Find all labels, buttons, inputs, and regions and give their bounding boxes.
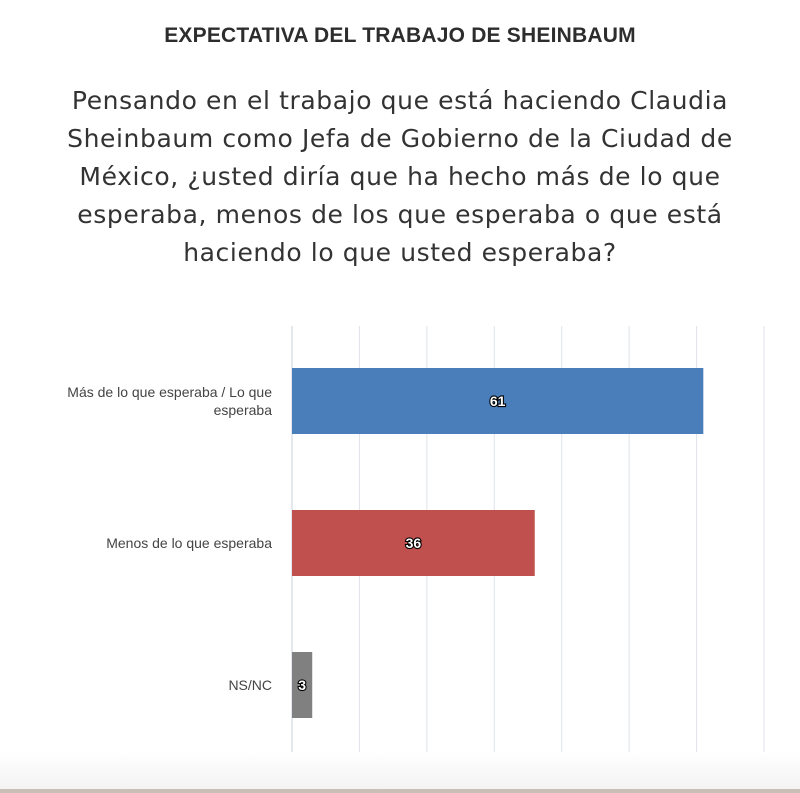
bottom-border (0, 789, 800, 793)
bar (292, 652, 313, 718)
data-label: 36 (406, 535, 422, 551)
category-label: esperaba (214, 402, 273, 418)
category-label: NS/NC (228, 677, 272, 693)
data-label: 61 (490, 393, 506, 409)
category-label: Más de lo que esperaba / Lo que (67, 384, 272, 400)
category-label: Menos de lo que esperaba (106, 535, 272, 551)
chart-title: EXPECTATIVA DEL TRABAJO DE SHEINBAUM (164, 24, 636, 47)
survey-question: Pensando en el trabajo que está haciendo… (67, 86, 733, 267)
data-label: 3 (298, 677, 306, 693)
bar (292, 368, 704, 434)
bar (292, 510, 535, 576)
bottom-fade (0, 752, 800, 793)
